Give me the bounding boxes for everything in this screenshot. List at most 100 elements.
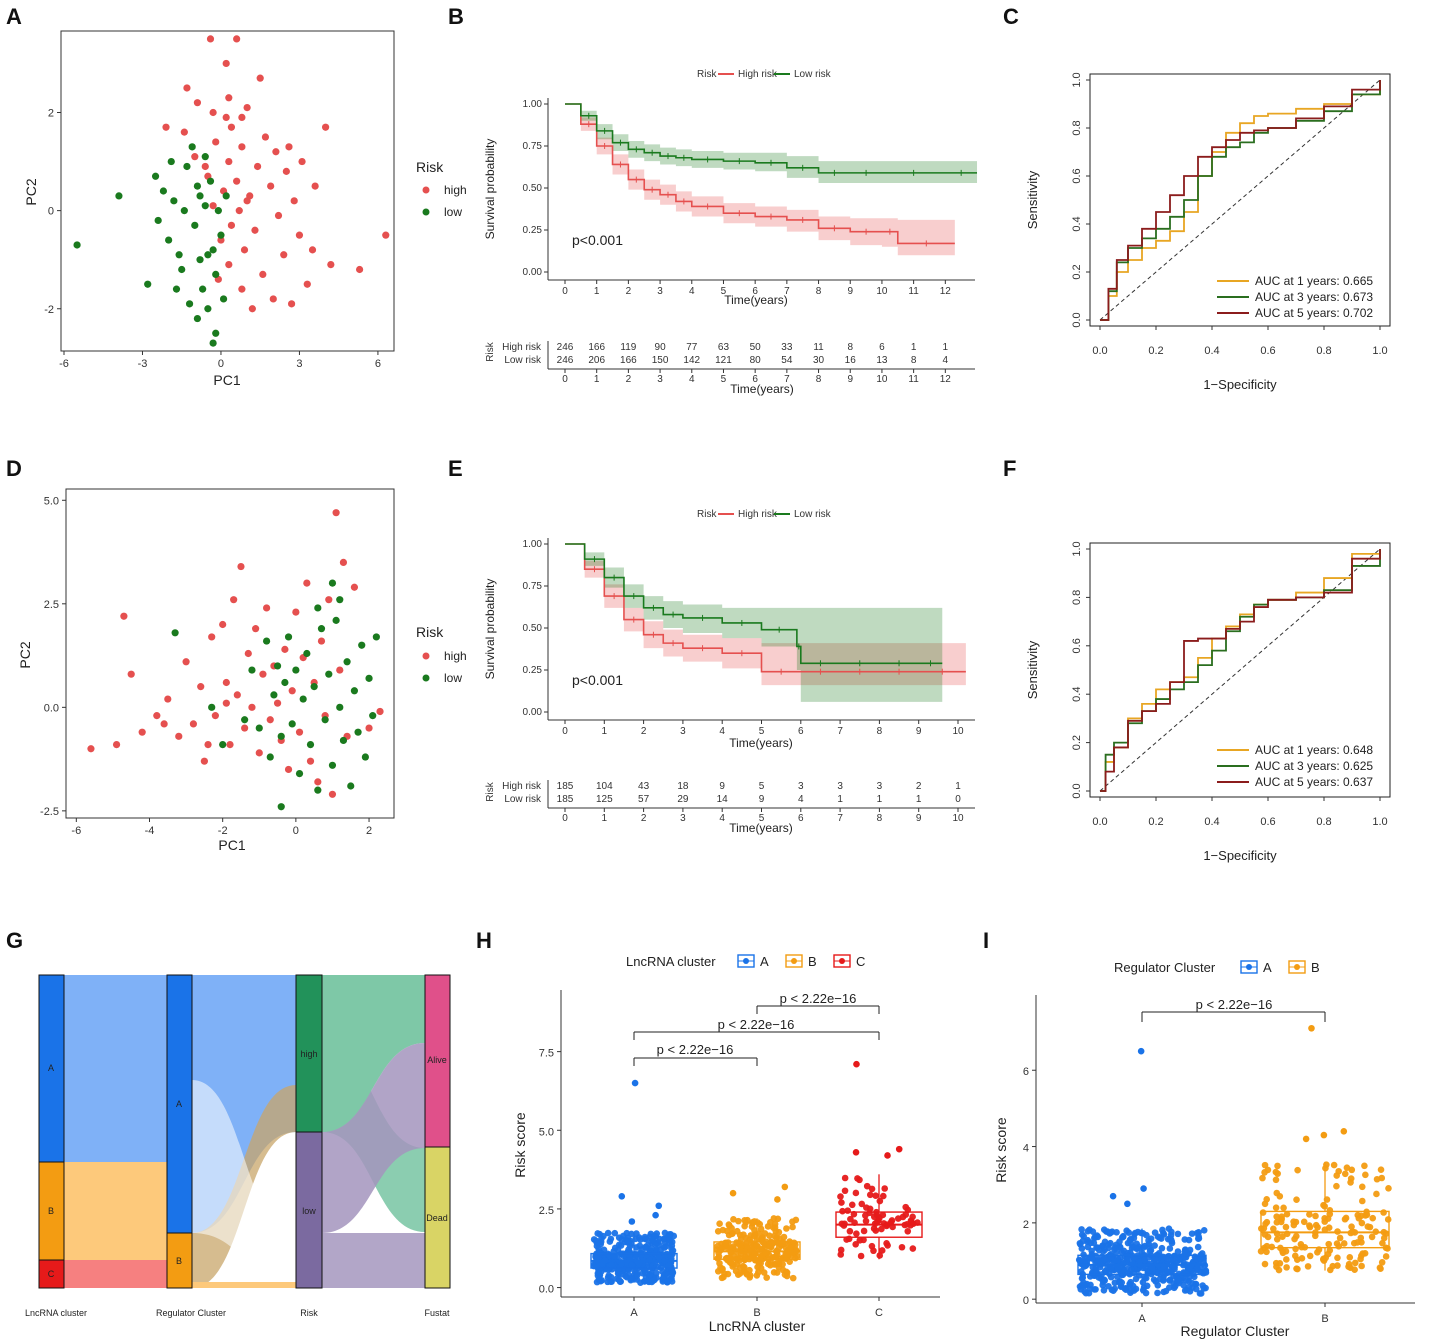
jitter-point-B-114 <box>1347 1175 1355 1182</box>
x-tick-label-5: 1.0 <box>1372 345 1387 357</box>
jitter-point-C-3 <box>909 1245 917 1252</box>
node-lnc-c-label: C <box>48 1269 55 1279</box>
jitter-point-A-328 <box>1116 1238 1123 1245</box>
jitter-point-B-169 <box>770 1215 778 1222</box>
panel-d-legend-low-label: low <box>444 671 462 685</box>
jitter-point-A-433 <box>1125 1254 1133 1262</box>
jitter-point-C-68 <box>870 1213 878 1221</box>
jitter-point-B-71 <box>1280 1204 1287 1212</box>
point-high-41 <box>356 265 364 274</box>
x-tick-label-1: 1 <box>602 726 608 737</box>
jitter-point-C-15 <box>852 1189 860 1197</box>
jitter-point-C-69 <box>866 1209 873 1217</box>
y-tick-label-3: 7.5 <box>539 1048 554 1060</box>
point-high-16 <box>226 741 234 749</box>
legend-dot-B <box>1294 964 1300 970</box>
node-risk-low-label: low <box>302 1206 316 1216</box>
point-low-26 <box>201 153 209 161</box>
x-tick-label-8: 8 <box>816 286 822 297</box>
jitter-point-A-474 <box>1093 1244 1100 1251</box>
jitter-point-A-415 <box>1182 1246 1189 1254</box>
point-low-5 <box>170 197 178 205</box>
panel-f-roc-curves <box>1100 549 1381 792</box>
point-low-12 <box>199 285 207 293</box>
point-low-8 <box>185 300 194 308</box>
point-high-47 <box>339 558 348 566</box>
node-lnc-b <box>38 1161 65 1261</box>
jitter-point-C-26 <box>839 1207 846 1215</box>
jitter-point-B-107 <box>1270 1225 1277 1233</box>
y-tick-label-1: 2 <box>1023 1219 1029 1231</box>
outlier-point-A-1 <box>1140 1185 1147 1192</box>
jitter-point-A-361 <box>1160 1276 1167 1283</box>
panel-a-legend-low-marker <box>422 208 430 216</box>
jitter-point-B-96 <box>1278 1213 1285 1220</box>
point-low-25 <box>188 143 196 151</box>
point-low-35 <box>369 712 377 720</box>
risk-low-count-4: 14 <box>717 794 729 805</box>
jitter-point-A-329 <box>1137 1229 1145 1237</box>
jitter-point-A-367 <box>1162 1287 1170 1295</box>
point-high-43 <box>325 596 333 604</box>
panel-i-y-ticks: 0 2 4 6 <box>1023 1066 1036 1307</box>
node-reg-a <box>166 974 193 1234</box>
point-high-44 <box>328 790 337 798</box>
point-low-2 <box>219 741 227 749</box>
point-high-29 <box>273 699 282 707</box>
panel-e-legend-high-label: High risk <box>738 509 778 520</box>
panel-b-risk-table-label: Risk <box>485 341 496 361</box>
jitter-point-B-257 <box>757 1246 764 1254</box>
x-tick-label-2: 0.4 <box>1204 345 1219 357</box>
panel-c-legend-5y: AUC at 5 years: 0.702 <box>1255 306 1373 320</box>
jitter-point-A-60 <box>1154 1289 1161 1297</box>
x-tick-label-11: 11 <box>908 286 919 297</box>
jitter-point-A-330 <box>1119 1232 1127 1240</box>
panel-b-risk-low-label: Low risk <box>504 355 542 366</box>
jitter-point-B-41 <box>1272 1204 1280 1212</box>
legend-dot-C <box>839 958 845 964</box>
table-tick-label-8: 8 <box>877 813 883 824</box>
risk-low-count-0: 246 <box>557 355 574 366</box>
point-high-33 <box>382 231 390 239</box>
x-tick-label-1: 1 <box>594 286 600 297</box>
jitter-point-A-34 <box>1151 1242 1158 1249</box>
panel-a-legend-high-marker <box>422 186 430 194</box>
y-tick-label-0: -2.5 <box>40 806 59 818</box>
panel-d-points <box>87 509 384 811</box>
jitter-point-B-126 <box>1340 1240 1348 1247</box>
x-tick-label-2: 2 <box>641 726 647 737</box>
jitter-point-A-372 <box>665 1231 673 1238</box>
point-high-26 <box>311 182 319 190</box>
panel-f-letter: F <box>1003 456 1016 481</box>
jitter-point-A-252 <box>1118 1248 1126 1256</box>
jitter-point-A-443 <box>1166 1277 1173 1284</box>
table-tick-label-10: 10 <box>876 374 888 385</box>
risk-high-count-1: 104 <box>596 781 613 792</box>
jitter-point-A-404 <box>651 1276 658 1284</box>
y-tick-label-2: 5.0 <box>539 1126 554 1138</box>
point-low-22 <box>209 339 217 347</box>
comparison-bracket-a-b <box>1141 1011 1326 1022</box>
legend-dot-B <box>791 958 797 964</box>
panel-h-y-label: Risk score <box>512 1112 528 1178</box>
jitter-point-A-407 <box>615 1234 623 1241</box>
point-low-28 <box>193 314 202 323</box>
jitter-point-A-414 <box>649 1236 656 1244</box>
y-tick-label-4: 0.8 <box>1071 590 1083 605</box>
point-high-50 <box>201 162 209 171</box>
x-tick-label-2: 0.4 <box>1204 816 1219 828</box>
point-low-34 <box>196 192 204 200</box>
panel-d-plot-frame <box>65 488 395 819</box>
jitter-point-B-95 <box>1273 1189 1281 1197</box>
panel-i-x-label: Regulator Cluster <box>1181 1323 1290 1339</box>
point-low-3 <box>241 716 249 724</box>
panel-e-risk-low-label: Low risk <box>504 794 542 805</box>
panel-g: G A B C A B <box>6 928 451 1318</box>
point-high-21 <box>253 162 262 171</box>
point-high-24 <box>255 749 263 757</box>
panel-a-y-ticks: -2 0 2 <box>44 108 61 316</box>
risk-high-count-12: 1 <box>943 342 949 353</box>
x-tick-label-3: 3 <box>296 358 302 370</box>
jitter-point-B-157 <box>1294 1166 1301 1174</box>
point-low-5 <box>255 724 263 732</box>
